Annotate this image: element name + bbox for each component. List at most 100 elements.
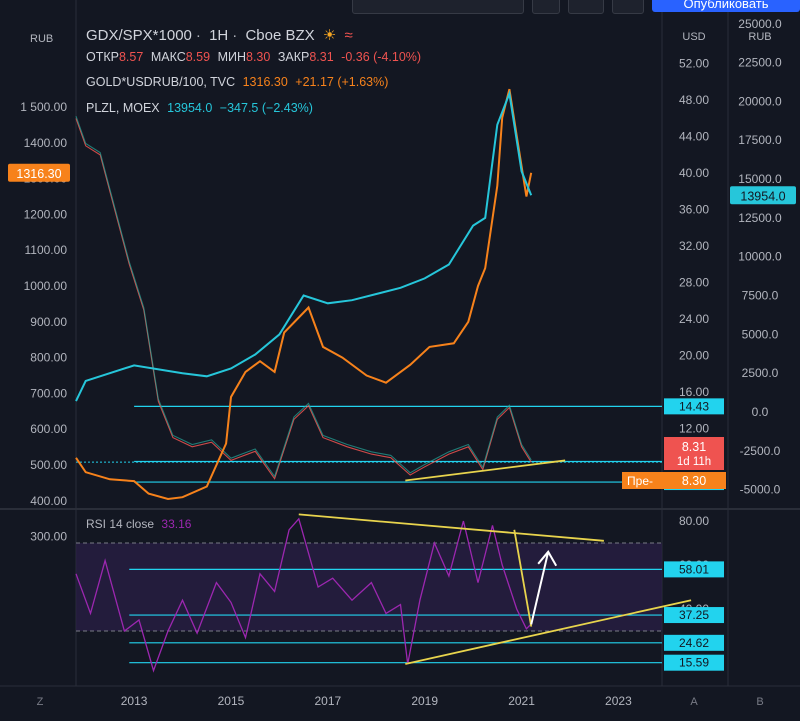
left-unit-label: RUB <box>30 33 53 45</box>
low-label: МИН <box>217 50 246 64</box>
snapshot-icon[interactable] <box>612 0 644 14</box>
legend-gold-change: +21.17 (+1.63%) <box>295 75 389 89</box>
premarket-label: Пре- <box>627 474 653 488</box>
rub-tick-label: 5000.0 <box>742 327 779 341</box>
rub-tick-label: 22500.0 <box>738 56 782 70</box>
high-value: 8.59 <box>185 50 211 64</box>
trendline <box>405 599 692 665</box>
trendline <box>405 459 566 482</box>
price-level-badge <box>664 398 724 415</box>
symbol-header[interactable]: GDX/SPX*1000 · 1H · Cboe BZX ☀ ≈ <box>86 27 353 44</box>
usd-tick-label: 24.00 <box>679 312 709 326</box>
close-value: 8.31 <box>309 50 334 64</box>
legend-plzl[interactable]: PLZL, MOEX 13954.0 −347.5 (−2.43%) <box>86 101 317 115</box>
publish-button[interactable]: Опубликовать <box>652 0 800 12</box>
rsi-value: 33.16 <box>161 517 192 531</box>
symbol-name: GDX/SPX*1000 <box>86 27 192 44</box>
x-tick-label: 2019 <box>411 694 438 708</box>
rsi-level-label: 15.59 <box>679 656 709 670</box>
rsi-series-line <box>75 517 532 673</box>
close-label: ЗАКР <box>277 50 310 64</box>
price-level-label: 14.43 <box>679 399 709 413</box>
ratio-series-line-alt <box>75 116 532 478</box>
rub-unit-label: RUB <box>748 31 771 43</box>
left-tick-label: 1 500.00 <box>20 100 67 114</box>
rub-tick-label: 2500.0 <box>742 366 779 380</box>
rsi-level-label: 58.01 <box>679 562 709 576</box>
rsi-title: RSI 14 close <box>86 517 155 531</box>
x-tick-label: 2017 <box>314 694 341 708</box>
legend-gold-value: 1316.30 <box>242 75 288 89</box>
rsi-level-badge <box>664 561 724 578</box>
premarket-badge <box>622 472 726 489</box>
left-tick-label: 500.00 <box>30 458 67 472</box>
usd-tick-label: 32.00 <box>679 239 709 253</box>
left-tick-label: 800.00 <box>30 351 67 365</box>
usd-tick-label: 40.00 <box>679 166 709 180</box>
usd-tick-label: 36.00 <box>679 203 709 217</box>
usd-tick-label: 28.00 <box>679 276 709 290</box>
x-tick-label: 2013 <box>121 694 148 708</box>
left-tick-label: 300.00 <box>30 530 67 544</box>
legend-plzl-name: PLZL, MOEX <box>86 101 160 115</box>
symbol-exchange: Cboe BZX <box>245 27 315 44</box>
plzl-last-badge <box>730 186 796 205</box>
sun-icon: ☀ <box>322 27 337 44</box>
usd-tick-label: 52.00 <box>679 57 709 71</box>
rsi-level-badge <box>664 654 724 671</box>
plzl-last-label: 13954.0 <box>740 189 785 203</box>
high-label: МАКС <box>150 50 186 64</box>
rub-tick-label: 7500.0 <box>742 289 779 303</box>
usd-unit-label: USD <box>682 31 705 43</box>
settings-gear-icon[interactable] <box>532 0 560 14</box>
search-box[interactable] <box>352 0 524 14</box>
rub-tick-label: 0.0 <box>752 405 769 419</box>
open-value: 8.57 <box>118 50 144 64</box>
legend-plzl-value: 13954.0 <box>167 101 213 115</box>
rub-tick-label: 12500.0 <box>738 211 782 225</box>
legend-gold[interactable]: GOLD*USDRUB/100, TVC 1316.30 +21.17 (+1.… <box>86 75 392 89</box>
rub-tick-label: -2500.0 <box>740 444 781 458</box>
usd-tick-label: 16.00 <box>679 385 709 399</box>
rsi-level-label: 24.62 <box>679 636 709 650</box>
plzl-series-line <box>75 89 533 402</box>
bottom-left-button: Z <box>37 696 44 708</box>
left-tick-label: 600.00 <box>30 422 67 436</box>
rsi-level-badge <box>664 634 724 651</box>
rsi-level-badge <box>664 607 724 624</box>
ohlc-row: ОТКР8.57 МАКС8.59 МИН8.30 ЗАКР8.31 -0.36… <box>86 50 425 64</box>
symbol-interval: 1H <box>209 27 229 44</box>
legend-plzl-change: −347.5 (−2.43%) <box>219 101 313 115</box>
fullscreen-icon[interactable] <box>568 0 604 14</box>
rub-tick-label: 17500.0 <box>738 133 782 147</box>
legend-gold-name: GOLD*USDRUB/100, TVC <box>86 75 236 89</box>
rub-tick-label: 25000.0 <box>738 17 782 31</box>
up-arrow-shaft <box>530 551 550 625</box>
rub-tick-label: 15000.0 <box>738 172 782 186</box>
trendline <box>513 529 533 627</box>
left-tick-label: 1400.00 <box>24 136 68 150</box>
usd-tick-label: 44.00 <box>679 130 709 144</box>
ratio-last-label: 8.31 <box>682 440 706 454</box>
gold-series-line <box>75 88 533 501</box>
extended-hours-icon: ≈ <box>344 27 353 44</box>
usd-tick-label: 12.00 <box>679 422 709 436</box>
x-tick-label: 2023 <box>605 694 632 708</box>
trendline <box>298 513 604 542</box>
usd-tick-label: 20.00 <box>679 349 709 363</box>
usd-tick-label: 48.00 <box>679 93 709 107</box>
open-label: ОТКР <box>86 50 119 64</box>
up-arrow-head <box>537 550 558 567</box>
left-tick-label: 1200.00 <box>24 207 68 221</box>
left-tick-label: 1000.00 <box>24 279 68 293</box>
x-tick-label: 2015 <box>218 694 245 708</box>
gold-last-label: 1316.30 <box>16 167 61 181</box>
rsi-legend[interactable]: RSI 14 close 33.16 <box>86 517 195 531</box>
ratio-series-line <box>75 118 532 480</box>
rub-tick-label: -5000.0 <box>740 483 781 497</box>
left-tick-label: 900.00 <box>30 315 67 329</box>
rub-tick-label: 10000.0 <box>738 250 782 264</box>
left-tick-label: 400.00 <box>30 494 67 508</box>
